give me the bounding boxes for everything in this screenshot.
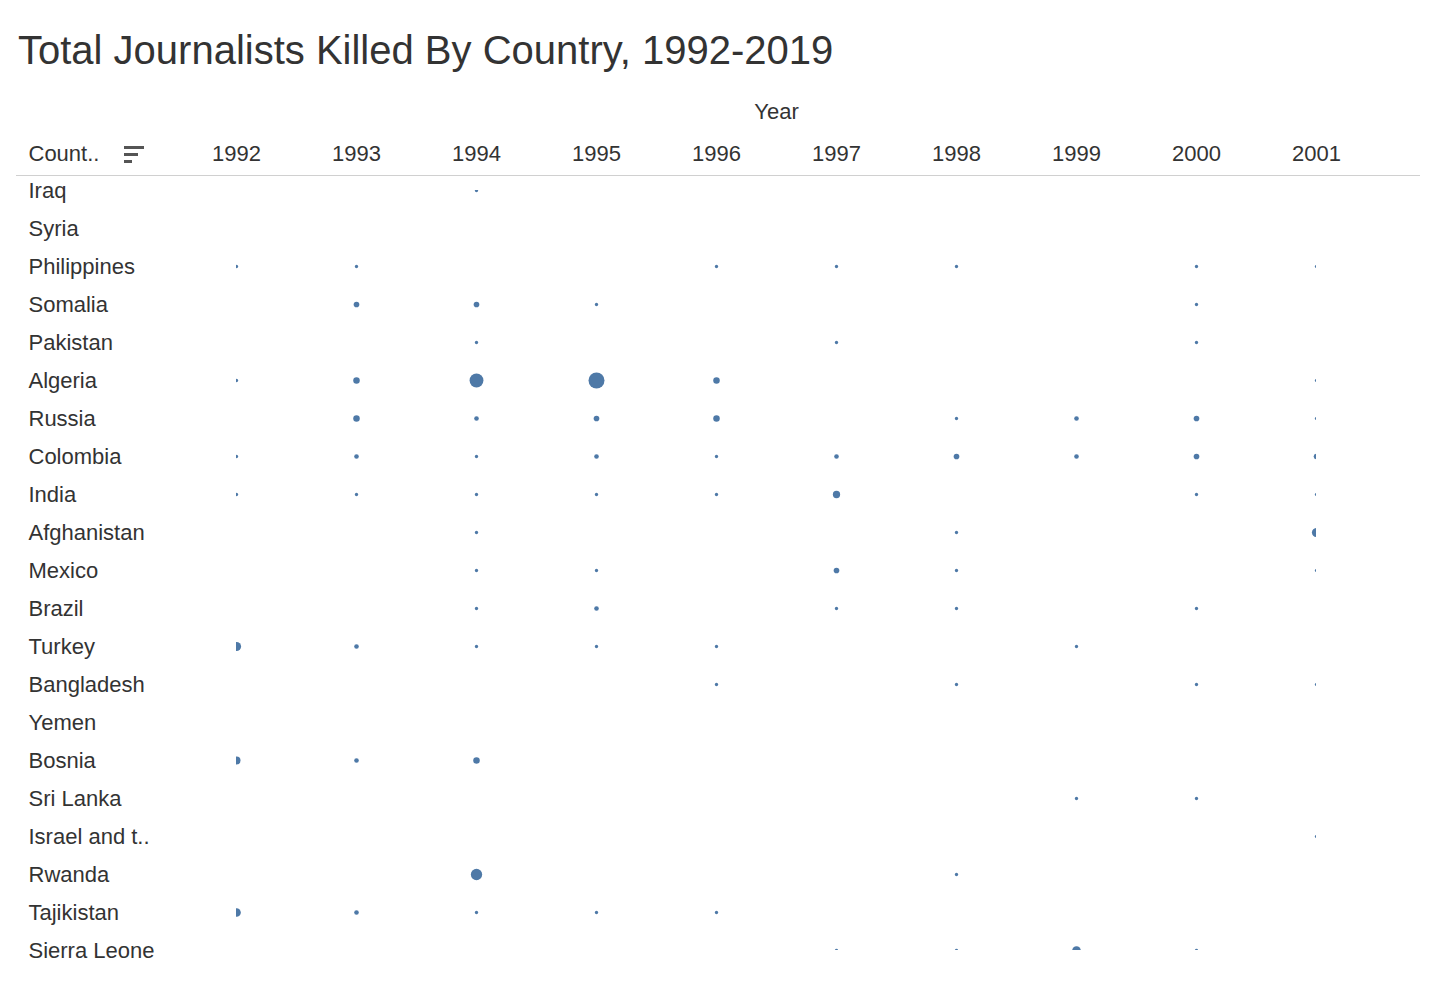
svg-text:Brazil: Brazil: [29, 596, 84, 621]
svg-text:1997: 1997: [812, 141, 861, 166]
svg-text:Yemen: Yemen: [29, 710, 97, 735]
svg-text:1992: 1992: [212, 141, 261, 166]
svg-text:1996: 1996: [692, 141, 741, 166]
html-text:Total Journalists Killed By Co: Total Journalists Killed By Country, 199…: [18, 28, 834, 72]
svg-text:Tajikistan: Tajikistan: [29, 900, 119, 925]
svg-text:Iraq: Iraq: [29, 178, 67, 203]
svg-text:1995: 1995: [572, 141, 621, 166]
svg-text:Syria: Syria: [29, 216, 80, 241]
svg-text:Pakistan: Pakistan: [29, 330, 113, 355]
svg-text:Year: Year: [754, 99, 798, 124]
svg-text:Bangladesh: Bangladesh: [29, 672, 145, 697]
svg-text:India: India: [29, 482, 77, 507]
svg-text:Bosnia: Bosnia: [29, 748, 97, 773]
svg-text:1994: 1994: [452, 141, 501, 166]
svg-text:Colombia: Colombia: [29, 444, 123, 469]
svg-text:Count..: Count..: [29, 141, 100, 166]
svg-text:Afghanistan: Afghanistan: [29, 520, 145, 545]
svg-text:Turkey: Turkey: [29, 634, 95, 659]
svg-text:2001: 2001: [1292, 141, 1341, 166]
svg-text:Israel and t..: Israel and t..: [29, 824, 150, 849]
svg-text:Sri Lanka: Sri Lanka: [29, 786, 123, 811]
svg-text:Algeria: Algeria: [29, 368, 98, 393]
svg-text:1998: 1998: [932, 141, 981, 166]
svg-text:Mexico: Mexico: [29, 558, 99, 583]
svg-text:1993: 1993: [332, 141, 381, 166]
svg-text:Philippines: Philippines: [29, 254, 135, 279]
svg-text:Russia: Russia: [29, 406, 97, 431]
svg-text:1999: 1999: [1052, 141, 1101, 166]
svg-text:Sierra Leone: Sierra Leone: [29, 938, 155, 963]
svg-text:Somalia: Somalia: [29, 292, 109, 317]
svg-text:2000: 2000: [1172, 141, 1221, 166]
svg-text:Rwanda: Rwanda: [29, 862, 110, 887]
